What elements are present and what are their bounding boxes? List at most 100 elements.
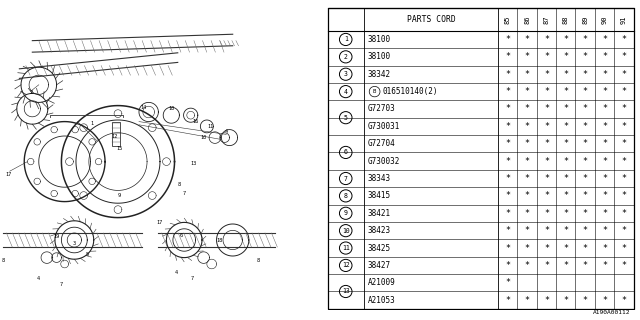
Text: 38342: 38342 — [367, 70, 391, 79]
Text: 6: 6 — [179, 233, 182, 238]
Text: *: * — [582, 296, 588, 305]
Text: *: * — [621, 70, 627, 79]
Text: *: * — [544, 122, 549, 131]
Text: *: * — [621, 87, 627, 96]
Text: *: * — [582, 191, 588, 200]
Text: B: B — [373, 89, 376, 94]
Text: *: * — [582, 122, 588, 131]
Text: *: * — [582, 244, 588, 252]
Text: 38427: 38427 — [367, 261, 391, 270]
Text: *: * — [621, 261, 627, 270]
Bar — [111, 122, 120, 146]
Text: *: * — [563, 174, 568, 183]
Text: *: * — [505, 191, 510, 200]
Text: *: * — [582, 87, 588, 96]
Text: *: * — [505, 261, 510, 270]
Text: *: * — [582, 174, 588, 183]
Text: 14: 14 — [141, 105, 147, 110]
Text: *: * — [544, 87, 549, 96]
Text: 85: 85 — [505, 15, 511, 24]
Text: 5: 5 — [344, 115, 348, 121]
Text: *: * — [621, 139, 627, 148]
Text: *: * — [563, 105, 568, 114]
Text: *: * — [602, 70, 607, 79]
Text: 3: 3 — [73, 241, 76, 246]
Text: PARTS CORD: PARTS CORD — [406, 15, 455, 24]
Text: *: * — [544, 244, 549, 252]
Text: 38415: 38415 — [367, 191, 391, 200]
Text: *: * — [525, 191, 529, 200]
Text: *: * — [621, 209, 627, 218]
Text: *: * — [582, 226, 588, 235]
Text: 38425: 38425 — [367, 244, 391, 252]
Text: *: * — [544, 191, 549, 200]
Text: *: * — [602, 122, 607, 131]
Text: *: * — [602, 261, 607, 270]
Text: *: * — [505, 52, 510, 61]
Text: 8: 8 — [2, 258, 4, 263]
Text: 12: 12 — [111, 133, 118, 139]
Text: 6: 6 — [344, 149, 348, 156]
Text: 7: 7 — [182, 191, 186, 196]
Text: 8: 8 — [178, 181, 181, 187]
Text: *: * — [525, 35, 529, 44]
Text: *: * — [563, 139, 568, 148]
Text: *: * — [582, 105, 588, 114]
Text: *: * — [525, 261, 529, 270]
Text: 7: 7 — [344, 175, 348, 181]
Text: 16: 16 — [193, 119, 198, 124]
Text: *: * — [505, 296, 510, 305]
Text: *: * — [621, 105, 627, 114]
Text: *: * — [505, 156, 510, 166]
Text: *: * — [544, 209, 549, 218]
Text: *: * — [602, 35, 607, 44]
Text: *: * — [505, 70, 510, 79]
Text: 11: 11 — [207, 124, 213, 129]
Text: *: * — [544, 156, 549, 166]
Text: *: * — [582, 35, 588, 44]
Text: *: * — [505, 209, 510, 218]
Text: 016510140(2): 016510140(2) — [383, 87, 438, 96]
Text: *: * — [544, 105, 549, 114]
Text: *: * — [563, 35, 568, 44]
Text: *: * — [505, 174, 510, 183]
Text: *: * — [582, 156, 588, 166]
Text: *: * — [563, 70, 568, 79]
Text: G730031: G730031 — [367, 122, 400, 131]
Text: *: * — [602, 296, 607, 305]
Text: 4: 4 — [175, 269, 178, 275]
Text: 88: 88 — [563, 15, 569, 24]
Text: *: * — [525, 226, 529, 235]
Text: *: * — [563, 244, 568, 252]
Text: 13: 13 — [191, 161, 197, 166]
Text: *: * — [602, 226, 607, 235]
Text: 91: 91 — [621, 15, 627, 24]
Text: *: * — [563, 261, 568, 270]
Text: 38421: 38421 — [367, 209, 391, 218]
Text: A21009: A21009 — [367, 278, 396, 287]
Text: G72703: G72703 — [367, 105, 396, 114]
Text: 4: 4 — [37, 276, 40, 281]
Text: *: * — [505, 35, 510, 44]
Text: *: * — [582, 70, 588, 79]
Text: 4: 4 — [344, 89, 348, 95]
Text: *: * — [621, 122, 627, 131]
Text: *: * — [563, 226, 568, 235]
Text: 87: 87 — [543, 15, 549, 24]
Text: *: * — [505, 226, 510, 235]
Text: A190A00112: A190A00112 — [593, 310, 630, 315]
Text: 7: 7 — [60, 282, 63, 287]
Text: *: * — [563, 156, 568, 166]
Text: *: * — [621, 296, 627, 305]
Text: 89: 89 — [582, 15, 588, 24]
Text: *: * — [544, 35, 549, 44]
Text: *: * — [602, 156, 607, 166]
Text: *: * — [621, 156, 627, 166]
Text: *: * — [525, 156, 529, 166]
Text: *: * — [525, 139, 529, 148]
Text: *: * — [544, 174, 549, 183]
Text: *: * — [505, 278, 510, 287]
Text: 10: 10 — [342, 228, 349, 234]
Text: 38343: 38343 — [367, 174, 391, 183]
Text: *: * — [621, 244, 627, 252]
